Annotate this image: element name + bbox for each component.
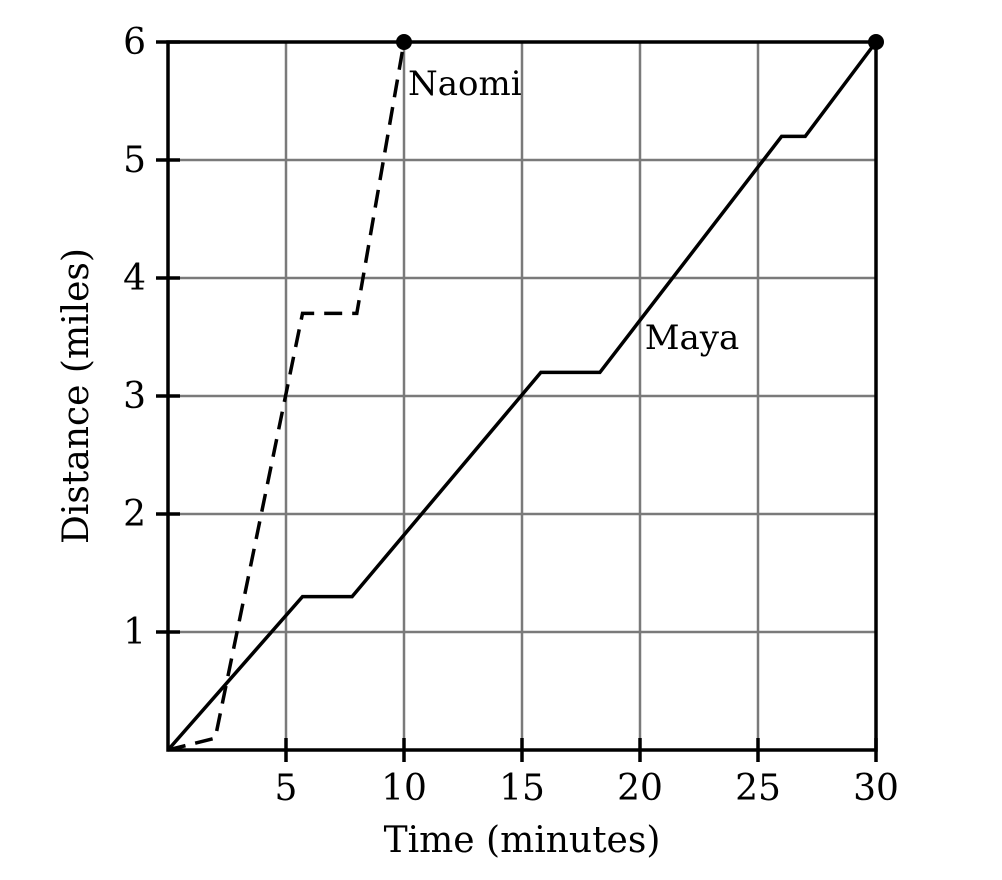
- tick-labels: 5 10 15 20 25 30 1 2 3 4 5 6: [123, 22, 899, 809]
- end-markers: [396, 34, 884, 50]
- y-tick-label-3: 3: [123, 376, 146, 417]
- series-label-maya: Maya: [645, 318, 740, 358]
- x-tick-label-30: 30: [853, 768, 899, 809]
- x-axis-title: Time (minutes): [384, 820, 661, 861]
- end-marker-maya: [868, 34, 884, 50]
- series-lines: [166, 40, 878, 752]
- y-axis-title: Distance (miles): [56, 248, 97, 544]
- series-line-naomi: [167, 41, 406, 752]
- series-line-maya: [166, 40, 878, 752]
- x-tick-label-15: 15: [499, 768, 545, 809]
- y-tick-label-6: 6: [123, 22, 146, 63]
- y-tick-label-1: 1: [123, 612, 146, 653]
- series-label-naomi: Naomi: [408, 64, 522, 104]
- y-tick-label-5: 5: [123, 140, 146, 181]
- x-tick-label-10: 10: [381, 768, 427, 809]
- y-tick-label-2: 2: [123, 494, 146, 535]
- y-tick-label-4: 4: [123, 258, 146, 299]
- axis-ticks: [156, 40, 878, 762]
- grid-lines: [168, 42, 876, 750]
- end-marker-naomi: [396, 34, 412, 50]
- x-tick-label-25: 25: [735, 768, 781, 809]
- x-tick-label-5: 5: [275, 768, 298, 809]
- x-tick-label-20: 20: [617, 768, 663, 809]
